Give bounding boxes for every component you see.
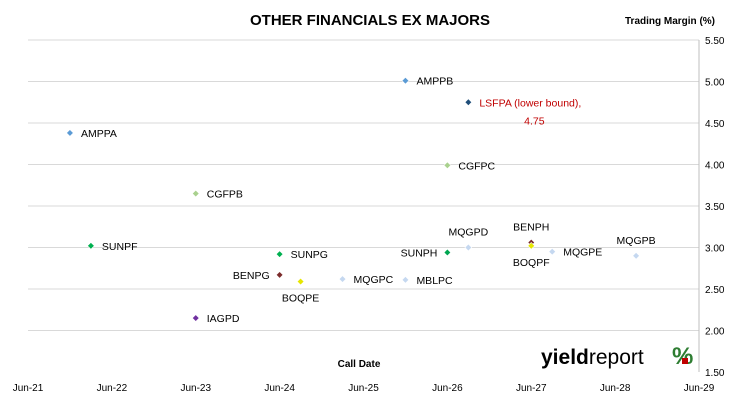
point-mqgpd [464,243,473,252]
gridlines [28,39,699,331]
point-label-amppa: AMPPA [81,128,117,140]
axis-ticks: 1.50 2.00 2.50 3.00 3.50 4.00 4.50 5.00 5.50 Jun-… [13,36,725,394]
point-amppb [401,76,410,85]
data-points [66,76,640,322]
point-boqpf [527,242,536,250]
y-tick-label: 3.50 [705,202,725,213]
point-label-sunph: SUNPH [401,247,438,259]
chart-title: OTHER FINANCIALS EX MAJORS [250,12,490,29]
x-tick-label: Jun-23 [180,383,211,394]
point-label-sunpf: SUNPF [102,241,138,253]
point-label-cgfpc: CGFPC [458,160,495,172]
y-tick-label: 1.50 [705,368,725,379]
point-label-benph: BENPH [513,222,549,234]
svg-text:yieldreport: yieldreport [541,346,644,369]
point-label-lsfpa: LSFPA (lower bound), [479,97,581,109]
x-tick-label: Jun-24 [264,383,295,394]
point-label-boqpf: BOQPF [513,257,550,269]
point-label-mqgpc: MQGPC [354,274,394,286]
x-tick-label: Jun-28 [600,383,631,394]
y-tick-label: 2.50 [705,285,725,296]
point-labels: AMPPA AMPPB LSFPA (lower bound), 4.75 CGFPC C… [81,76,656,325]
x-tick-label: Jun-26 [432,383,463,394]
point-label-mqgpe: MQGPE [563,247,602,259]
point-lsfpa [464,98,473,107]
point-sunph [443,248,452,257]
x-tick-label: Jun-27 [516,383,547,394]
point-cgfpc [443,161,452,170]
logo-percent-mark: % [672,343,693,370]
x-tick-label: Jun-29 [684,383,715,394]
yieldreport-logo: yieldreport % [541,343,693,370]
logo-text-bold: yield [541,346,589,369]
y-tick-label: 4.00 [705,161,725,172]
point-label-boqpe: BOQPE [282,293,319,305]
point-sunpg [275,250,284,258]
point-amppa [66,129,74,137]
point-boqpe [296,277,305,286]
point-label-mblpc: MBLPC [416,275,453,287]
y-tick-label: 4.50 [705,119,725,130]
y-tick-label: 3.00 [705,244,725,255]
point-label-sunpg: SUNPG [291,249,328,261]
point-benpg [275,271,284,279]
point-mqgpc [338,275,347,283]
x-tick-label: Jun-22 [97,383,128,394]
point-label-mqgpd: MQGPD [449,227,489,239]
point-mblpc [401,276,410,284]
logo-red-accent [682,358,688,364]
y-axis-title: Trading Margin (%) [625,16,715,27]
point-label-iagpd: IAGPD [207,313,240,325]
point-mqgpe [548,247,557,256]
logo-text-light: report [589,346,644,369]
point-mqgpb [632,251,640,260]
y-tick-label: 5.50 [705,36,725,47]
point-sunpf [87,242,95,250]
point-label-benpg: BENPG [233,270,270,282]
point-cgfpb [191,189,200,198]
point-label-lsfpa-value: 4.75 [524,115,545,127]
point-label-mqgpb: MQGPB [617,235,656,247]
x-axis-title: Call Date [338,359,381,370]
y-tick-label: 2.00 [705,327,725,338]
point-label-amppb: AMPPB [416,76,453,88]
y-tick-label: 5.00 [705,78,725,89]
x-tick-label: Jun-25 [348,383,379,394]
x-tick-label: Jun-21 [13,383,44,394]
point-iagpd [191,314,200,322]
point-label-cgfpb: CGFPB [207,189,243,201]
